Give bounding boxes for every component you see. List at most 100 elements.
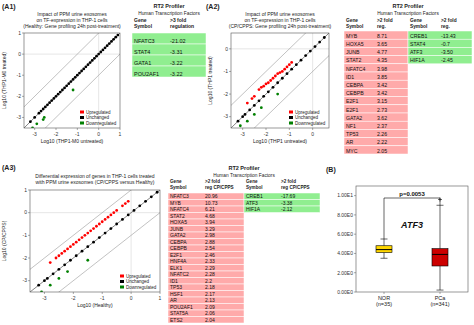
x-axis-label: Log10 (THP1-M0 untreated) (41, 138, 104, 144)
fold-value: 2.98 (205, 232, 215, 238)
text-line: Gene (246, 179, 258, 184)
y-tick (28, 280, 30, 281)
y-tick (22, 54, 24, 55)
point (115, 209, 118, 212)
point (104, 232, 107, 235)
gene-symbol: GATA1 (134, 60, 151, 66)
legend-swatch (120, 275, 124, 278)
table-header: >2 foldreg CP/CPPS (281, 179, 310, 190)
fold-value: -21.02 (170, 38, 186, 44)
gene-symbol: NFATC3 (170, 193, 189, 199)
table-row (168, 317, 244, 324)
point (121, 204, 124, 207)
y-tick-label: 0 (18, 51, 21, 57)
legend-swatch (80, 111, 84, 114)
y-tick (28, 212, 30, 213)
table-row (344, 129, 408, 137)
panel-label: (B) (326, 166, 336, 174)
table-row (344, 146, 408, 154)
gene-symbol: ELK1 (170, 265, 182, 271)
point (63, 86, 66, 89)
fold-line (24, 54, 120, 128)
point (276, 93, 279, 96)
point (244, 113, 247, 116)
point (253, 104, 256, 107)
legend-entry: Unchanged (295, 115, 319, 120)
y-tick (229, 94, 231, 95)
text-line: Gene (346, 18, 358, 23)
plot-frame (231, 33, 329, 128)
table-row (168, 297, 244, 304)
legend-swatch (289, 122, 293, 125)
table-row (168, 206, 244, 213)
gene-symbol: ATF3 (410, 49, 422, 55)
gene-symbol: MYB (170, 200, 182, 206)
fold-value: -17.69 (281, 193, 295, 199)
table-row (344, 64, 408, 72)
table-header: GeneSymbol (346, 18, 363, 29)
fold-value: -2.45 (441, 57, 453, 63)
fold-value: 2.2 (205, 278, 212, 284)
x-axis-label: Log10 (THP1 untreated) (253, 138, 307, 144)
point (72, 89, 75, 92)
point (61, 89, 64, 92)
gene-symbol: CREB1 (246, 193, 263, 199)
upper-whisker (384, 239, 385, 246)
point (82, 67, 85, 70)
gene-symbol: HIF1A (246, 206, 261, 212)
text-line: Symbol (134, 23, 153, 29)
gene-symbol: TP53 (346, 131, 359, 137)
point (101, 220, 104, 223)
x-tick-label: -2 (71, 295, 76, 301)
fold-value: 3.15 (377, 98, 387, 104)
zero-line (30, 212, 160, 213)
fold-value: 2.29 (205, 265, 215, 271)
gene-symbol: HNF4A (170, 258, 187, 264)
table-title: RT2 Profiler (153, 3, 185, 9)
point (46, 103, 49, 106)
point (70, 80, 73, 83)
figure: (A1)Impact of PPM urine exosomeson TF-ex… (0, 0, 474, 325)
point (267, 90, 270, 93)
point (44, 105, 47, 108)
point (37, 284, 40, 287)
x-tick-label: -2 (54, 131, 59, 137)
fold-value: 2.05 (377, 148, 387, 154)
point (89, 229, 92, 232)
panel-label: (A3) (2, 164, 16, 172)
fold-value: 3.42 (377, 90, 387, 96)
point (124, 202, 127, 205)
point (87, 63, 90, 66)
table-row (344, 88, 408, 96)
gene-symbol: HOXA5 (170, 219, 187, 225)
point (246, 120, 249, 123)
table-row (344, 97, 408, 105)
point (57, 93, 60, 96)
gene-symbol: E2F1 (170, 252, 182, 258)
point (72, 78, 75, 81)
table-header: GeneSymbol (134, 17, 153, 29)
fold-value: -3.22 (170, 60, 183, 66)
y-tick-label: -2 (224, 91, 229, 97)
point (63, 263, 66, 266)
point (290, 61, 293, 64)
point (91, 59, 94, 62)
point (57, 277, 60, 280)
box (376, 246, 392, 253)
point (35, 122, 38, 125)
table-title: RT2 Profiler (228, 165, 260, 171)
plot-area (231, 33, 329, 128)
point (74, 76, 77, 79)
legend-entry: Upregulated (126, 274, 151, 279)
gene-symbol: STAT5A (170, 310, 189, 316)
y-tick-label: 1 (18, 30, 21, 36)
table-row (344, 72, 408, 80)
plot-area (24, 33, 120, 128)
fold-value: 4.68 (205, 213, 215, 219)
fold-value: 2.73 (377, 107, 387, 113)
point (46, 277, 49, 280)
gene-symbol: JUNB (170, 226, 184, 232)
point (112, 38, 115, 41)
fold-value: -3.22 (170, 71, 183, 77)
fold-value: 4.35 (377, 57, 387, 63)
